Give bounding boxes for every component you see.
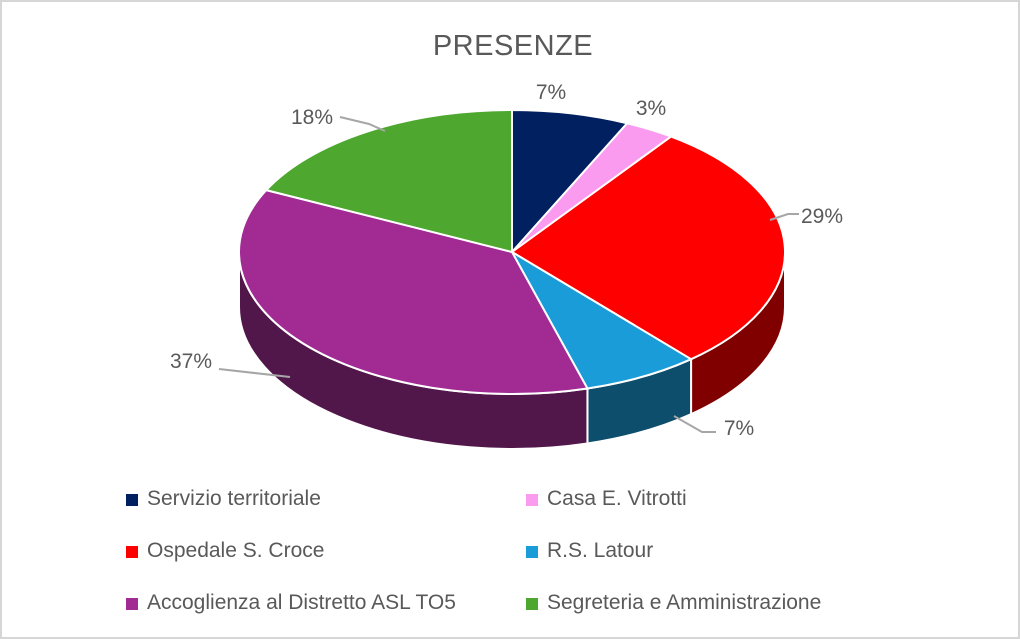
data-label-accoglienza-al-distretto-asl-to5: 37%	[170, 350, 212, 373]
leader-line-segreteria-e-amministrazione	[339, 116, 386, 132]
legend-label: Ospedale S. Croce	[147, 539, 325, 562]
pie-slice-r-s-latour	[511, 251, 693, 390]
legend-swatch-icon	[526, 597, 538, 610]
legend: Servizio territoriale Casa E. Vitrotti Osp…	[126, 473, 926, 629]
legend-label: Segreteria e Amministrazione	[547, 591, 822, 614]
pie-slice-accoglienza-al-distretto-asl-to5	[238, 189, 589, 395]
legend-item: Servizio territoriale	[126, 487, 526, 511]
data-label-casa-e-vitrotti: 3%	[636, 97, 666, 120]
legend-item: R.S. Latour	[526, 539, 926, 563]
legend-label: Servizio territoriale	[147, 487, 321, 510]
legend-item: Casa E. Vitrotti	[526, 487, 926, 511]
data-label-servizio-territoriale: 7%	[536, 81, 566, 104]
data-label-ospedale-s-croce: 29%	[801, 205, 843, 228]
pie-slices	[238, 109, 786, 395]
leader-lines	[218, 116, 799, 433]
leader-line-r-s-latour	[673, 415, 716, 433]
pie-slice-segreteria-e-amministrazione	[265, 109, 513, 253]
pie-slice-servizio-territoriale	[511, 109, 629, 253]
data-labels: 7% 3% 29% 7% 37% 18%	[170, 81, 843, 440]
legend-swatch-icon	[526, 545, 538, 558]
legend-swatch-icon	[126, 597, 138, 610]
legend-label: Accoglienza al Distretto ASL TO5	[147, 591, 456, 614]
leader-line-accoglienza-al-distretto-asl-to5	[218, 368, 291, 378]
data-label-r-s-latour: 7%	[724, 417, 754, 440]
data-label-segreteria-e-amministrazione: 18%	[291, 106, 333, 129]
legend-item: Segreteria e Amministrazione	[526, 591, 926, 615]
legend-item: Accoglienza al Distretto ASL TO5	[126, 591, 526, 615]
leader-line-ospedale-s-croce	[769, 213, 799, 221]
legend-label: Casa E. Vitrotti	[547, 487, 687, 510]
chart-title: PRESENZE	[433, 30, 593, 62]
pie-side-walls	[238, 251, 786, 450]
legend-item: Ospedale S. Croce	[126, 539, 526, 563]
legend-swatch-icon	[126, 545, 138, 558]
pie-slice-ospedale-s-croce	[511, 135, 786, 361]
legend-swatch-icon	[126, 493, 138, 506]
legend-swatch-icon	[526, 493, 538, 506]
legend-label: R.S. Latour	[547, 539, 654, 562]
